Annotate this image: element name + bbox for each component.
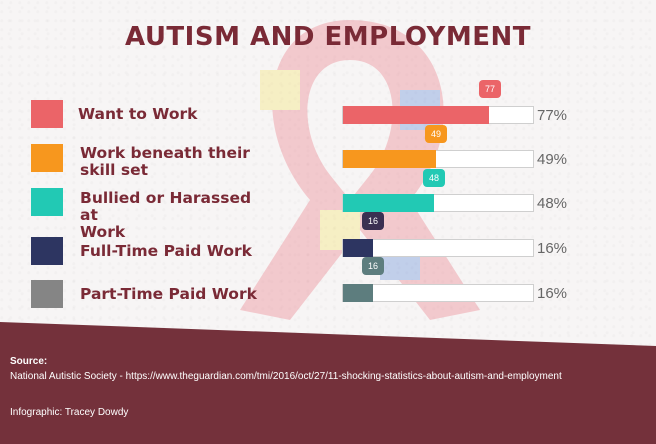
- value-pin: 49: [425, 125, 447, 143]
- infographic-credit: Infographic: Tracey Dowdy: [10, 407, 129, 418]
- bar-track: [342, 284, 534, 302]
- bar-fill: [343, 194, 435, 212]
- legend-label-line: Work: [80, 223, 126, 241]
- legend-label-line: Bullied or Harassed at: [80, 189, 252, 224]
- source-text: National Autistic Society - https://www.…: [10, 371, 562, 382]
- page-title: AUTISM AND EMPLOYMENT: [125, 22, 531, 52]
- bar-fill: [343, 239, 374, 257]
- chart-row-work-beneath-skill-set: Work beneath their skill set 49%: [0, 140, 656, 180]
- legend-label: Work beneath their skill set: [80, 145, 270, 179]
- legend-swatch-want-to-work: [31, 100, 63, 128]
- value-pin: 77: [479, 80, 501, 98]
- legend-swatch-work-beneath-skill-set: [31, 144, 63, 172]
- legend-swatch-full-time-paid-work: [31, 237, 63, 265]
- footer-band: [0, 322, 656, 444]
- bar-percent-label: 77%: [537, 107, 568, 124]
- legend-swatch-part-time-paid-work: [31, 280, 63, 308]
- value-pin: 48: [423, 169, 445, 187]
- bar-percent-label: 48%: [537, 195, 568, 212]
- bar-fill: [343, 106, 490, 124]
- legend-label: Full-Time Paid Work: [80, 242, 252, 260]
- bar-track: [342, 106, 534, 124]
- chart-row-part-time-paid-work: Part-Time Paid Work 16%: [0, 274, 656, 314]
- legend-label-line: skill set: [80, 161, 149, 179]
- chart-row-full-time-paid-work: Full-Time Paid Work 16%: [0, 229, 656, 269]
- source-heading: Source:: [10, 356, 48, 367]
- legend-label-line: Work beneath their: [80, 144, 250, 162]
- chart-row-bullied-or-harassed: Bullied or Harassed at Work 48%: [0, 184, 656, 241]
- legend-label: Bullied or Harassed at Work: [80, 190, 270, 241]
- bar-fill: [343, 284, 374, 302]
- bar-fill: [343, 150, 437, 168]
- bar-track: [342, 239, 534, 257]
- legend-swatch-bullied-or-harassed: [31, 188, 63, 216]
- chart-row-want-to-work: Want to Work 77%: [0, 96, 656, 136]
- legend-label: Want to Work: [78, 105, 198, 123]
- legend-label: Part-Time Paid Work: [80, 285, 257, 303]
- bar-track: [342, 150, 534, 168]
- value-pin: 16: [362, 212, 384, 230]
- bar-percent-label: 16%: [537, 240, 568, 257]
- bar-track: [342, 194, 534, 212]
- bar-percent-label: 16%: [537, 285, 568, 302]
- value-pin: 16: [362, 257, 384, 275]
- bar-percent-label: 49%: [537, 151, 568, 168]
